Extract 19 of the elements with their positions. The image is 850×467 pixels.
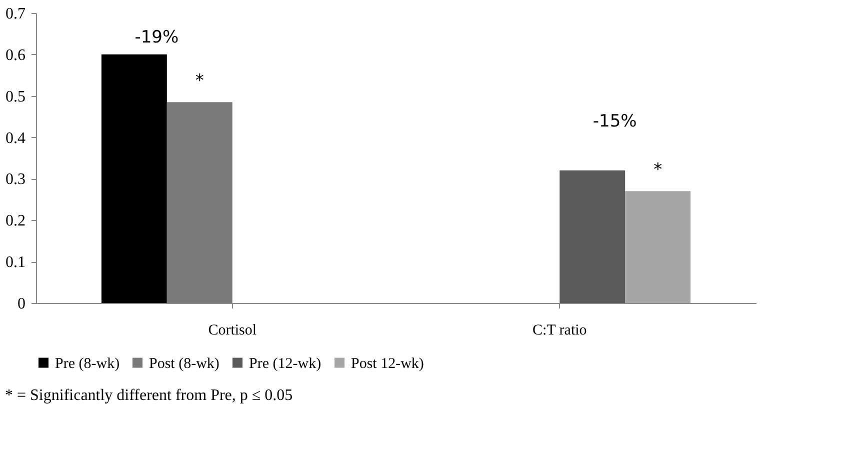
- y-tick-label: 0.2: [6, 212, 26, 230]
- text: * = Significantly different from Pre, p ≤ 0.05: [5, 387, 293, 404]
- y-tick-label: 0: [18, 296, 26, 312]
- annotation: -15%: [592, 111, 637, 132]
- y-tick-label: 0.7: [6, 6, 26, 22]
- data-label: *: [654, 160, 662, 180]
- y-tick-label: 0.4: [6, 130, 26, 147]
- y-tick-label: 0.1: [6, 254, 26, 272]
- x-tick-label: C:T ratio: [532, 322, 587, 338]
- y-tick-label: 0.5: [6, 88, 26, 106]
- legend-label: Pre (12-wk): [249, 356, 322, 372]
- legend-label: Pre (8-wk): [55, 356, 120, 372]
- legend-label: Post 12-wk): [351, 356, 424, 372]
- legend-label: Post (8-wk): [149, 356, 220, 372]
- x-tick-label: Cortisol: [208, 322, 257, 338]
- annotation: -19%: [134, 27, 179, 48]
- data-label: *: [195, 71, 204, 92]
- y-tick-label: 0.3: [6, 171, 26, 188]
- y-tick-label: 0.6: [6, 46, 26, 64]
